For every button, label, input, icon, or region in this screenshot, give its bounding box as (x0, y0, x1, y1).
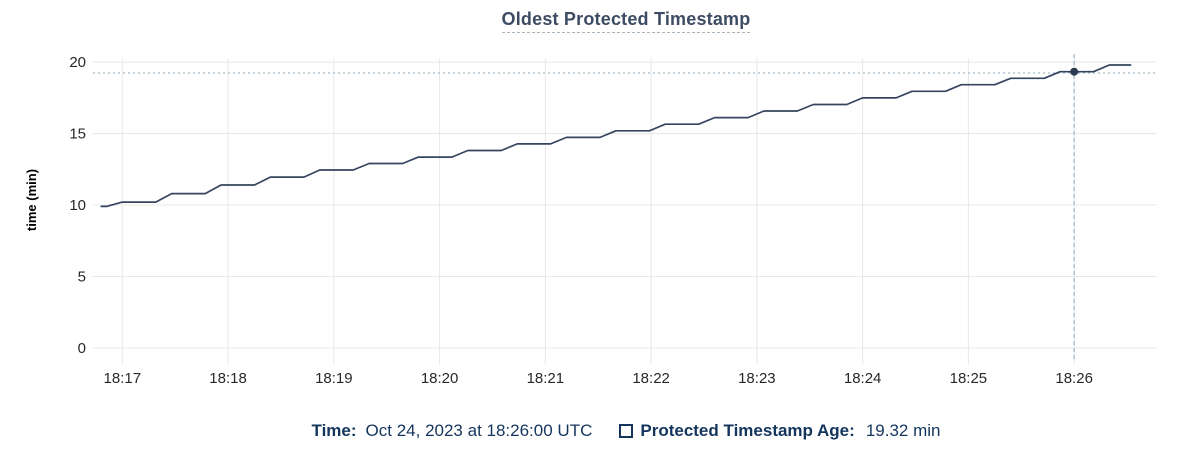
y-tick-label: 5 (78, 269, 86, 286)
y-tick-label: 0 (78, 340, 86, 357)
hover-point (1070, 67, 1079, 76)
x-tick-label: 18:26 (1055, 370, 1093, 387)
x-tick-label: 18:19 (315, 370, 353, 387)
series-value: 19.32 min (865, 421, 941, 440)
y-tick-label: 20 (69, 54, 86, 71)
x-tick-label: 18:18 (209, 370, 247, 387)
x-tick-label: 18:17 (104, 370, 142, 387)
series-line (100, 64, 1132, 208)
chart-canvas[interactable]: 0 5 10 15 20 18:17 18:18 18:19 18:20 18:21 18:22 18… (0, 0, 1194, 400)
x-tick-label: 18:21 (527, 370, 565, 387)
x-tick-label: 18:25 (950, 370, 988, 387)
series-checkbox[interactable] (619, 424, 634, 438)
x-tick-label: 18:22 (632, 370, 670, 387)
x-tick-label: 18:23 (738, 370, 776, 387)
chart-header: Oldest Protected Timestamp (95, 9, 1157, 33)
series-label[interactable]: Protected Timestamp Age: (640, 421, 855, 440)
x-tick-label: 18:20 (421, 370, 459, 387)
y-tick-label: 10 (69, 197, 86, 214)
chart-tooltip-legend: Time: Oct 24, 2023 at 18:26:00 UTC Prote… (95, 419, 1157, 443)
time-label: Time: (311, 421, 357, 440)
y-tick-label: 15 (69, 126, 86, 143)
y-axis-title: time (min) (24, 169, 39, 231)
x-tick-label: 18:24 (844, 370, 882, 387)
time-value: Oct 24, 2023 at 18:26:00 UTC (365, 421, 593, 440)
chart-title-link[interactable]: Oldest Protected Timestamp (501, 9, 751, 33)
